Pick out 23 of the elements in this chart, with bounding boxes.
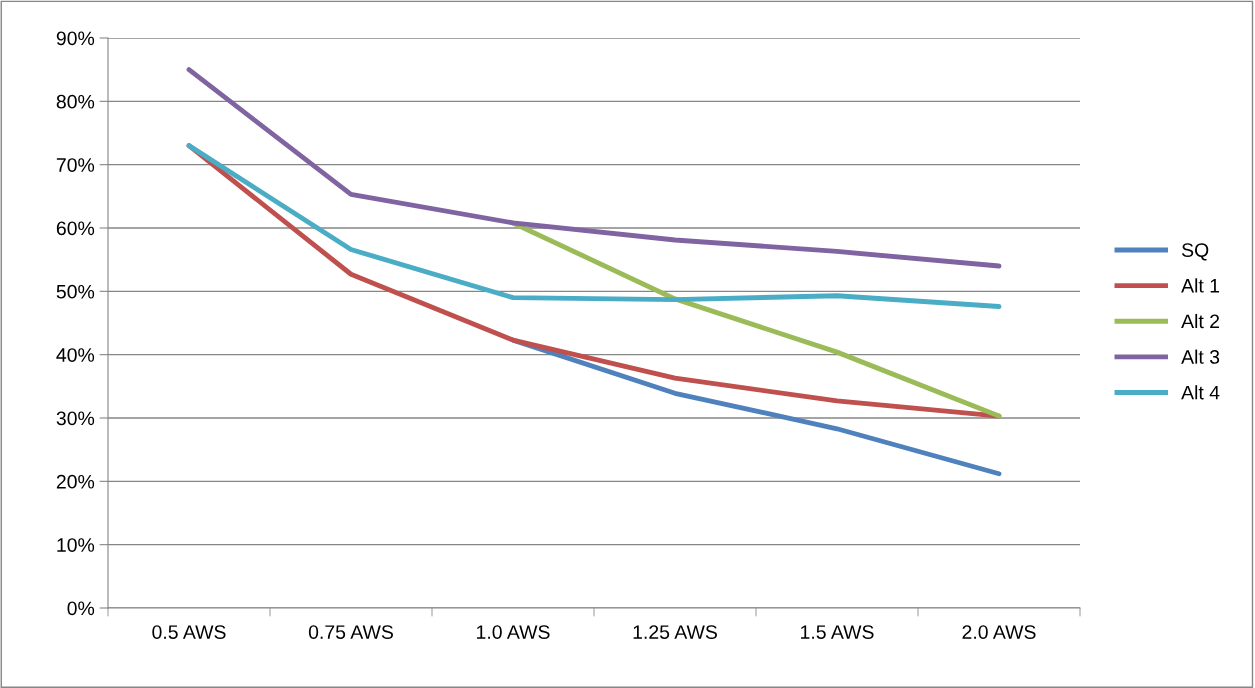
y-tick-label: 10% — [57, 538, 95, 552]
x-tick-label: 0.75 AWS — [308, 625, 393, 639]
y-tick-label: 20% — [56, 474, 95, 489]
x-tick-label: 1.25 AWS — [633, 625, 717, 639]
legend-label: Alt 1 — [1181, 278, 1220, 293]
y-tick-label: 40% — [56, 348, 95, 362]
y-tick-label: 0% — [67, 601, 95, 616]
y-tick-label: 70% — [56, 158, 95, 172]
line-series — [186, 67, 1002, 269]
x-tick-label: 2.0 AWS — [962, 625, 1036, 639]
y-tick-label: 60% — [56, 221, 95, 236]
x-tick-label: 1.5 AWS — [801, 625, 874, 639]
y-tick-label: 30% — [56, 411, 95, 426]
x-tick-label: 1.0 AWS — [477, 625, 550, 639]
y-tick-label: 80% — [56, 94, 95, 109]
legend-label: Alt 3 — [1181, 349, 1220, 364]
line-series — [186, 143, 1002, 309]
x-tick-label: 0.5 AWS — [152, 625, 226, 639]
legend-label: Alt 2 — [1181, 313, 1220, 329]
legend-label: Alt 4 — [1181, 385, 1220, 400]
y-tick-label: 90% — [56, 31, 95, 46]
y-tick-label: 50% — [56, 284, 95, 299]
legend-label: SQ — [1181, 243, 1209, 261]
